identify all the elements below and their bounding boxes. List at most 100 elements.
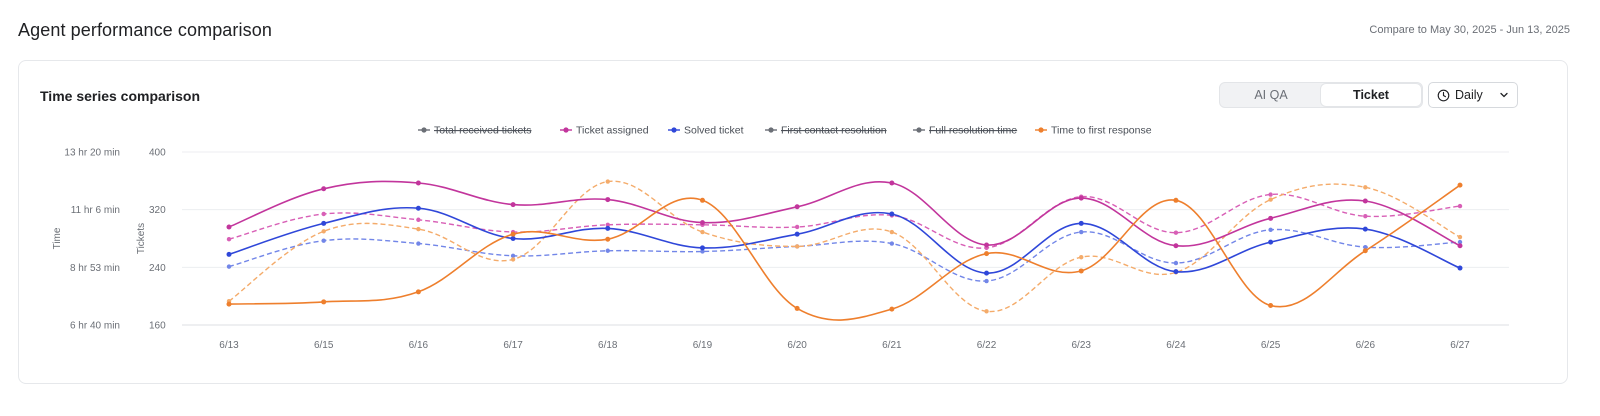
solved-ticket-point xyxy=(321,220,327,226)
time-to-first-response-line xyxy=(228,184,1461,321)
y-tick-label-right: 320 xyxy=(149,205,166,216)
time-to-first-response-point xyxy=(321,299,327,305)
x-tick-label: 6/15 xyxy=(314,340,334,351)
time-to-first-response-point xyxy=(1457,182,1463,188)
comparison-comparison-point xyxy=(321,211,326,217)
tab-ai-qa[interactable]: AI QA xyxy=(1254,88,1288,102)
x-tick-label: 6/23 xyxy=(1071,340,1091,351)
x-tick-label: 6/22 xyxy=(977,340,997,351)
view-toggle: AI QA Ticket xyxy=(1219,82,1423,108)
ticket-assigned-line xyxy=(228,180,1461,247)
solved-ticket-point xyxy=(794,231,800,237)
x-tick-label: 6/21 xyxy=(882,340,902,351)
x-tick-label: 6/16 xyxy=(409,340,429,351)
comparison-comparison-point xyxy=(605,179,610,184)
chevron-down-icon xyxy=(1500,92,1508,98)
comparison-comparison-point xyxy=(416,241,421,246)
x-tick-label: 6/20 xyxy=(787,340,807,351)
x-tick-label: 6/13 xyxy=(219,340,239,351)
comparison-comparison-point xyxy=(889,241,895,246)
ticket-assigned-point xyxy=(1362,198,1368,204)
solved-ticket-point xyxy=(1457,265,1463,271)
solved-ticket-point xyxy=(1173,269,1179,275)
y-tick-label-left: 6 hr 40 min xyxy=(70,321,120,332)
x-tick-label: 6/18 xyxy=(598,340,618,351)
comparison-comparison-point xyxy=(1268,227,1273,233)
solved-ticket-line xyxy=(228,206,1461,274)
comparison-comparison-point xyxy=(1268,192,1273,197)
ticket-assigned-point xyxy=(226,224,232,230)
comparison-comparison-point xyxy=(605,222,610,228)
comparison-comparison-point xyxy=(321,229,326,234)
comparison-comparison-point xyxy=(321,238,326,243)
ticket-assigned-point xyxy=(1457,243,1463,249)
legend-swatch-dot xyxy=(916,127,922,133)
y-tick-label-right: 240 xyxy=(149,263,166,274)
legend-item: Ticket assigned xyxy=(576,125,649,137)
legend-item: Time to first response xyxy=(1051,125,1152,137)
comparison-comparison-line xyxy=(228,193,1461,249)
clock-icon xyxy=(1437,89,1450,101)
comparison-comparison-point xyxy=(1363,213,1368,219)
ticket-assigned-point xyxy=(510,202,516,208)
comparison-comparison-point xyxy=(510,253,516,258)
ticket-assigned-point xyxy=(1078,195,1084,201)
x-tick-label: 6/26 xyxy=(1356,340,1376,351)
y-tick-label-right: 160 xyxy=(149,321,166,332)
solved-ticket-point xyxy=(699,245,705,251)
comparison-comparison-point xyxy=(1079,229,1084,235)
ticket-assigned-point xyxy=(889,180,895,186)
comparison-comparison-point xyxy=(1457,203,1463,209)
line-chart: 160 6 hr 40 min 240 8 hr 53 min 320 11 hr 6 m… xyxy=(52,125,1509,351)
ticket-assigned-point xyxy=(415,180,421,186)
comparison-comparison-point xyxy=(510,257,516,262)
comparison-comparison-point xyxy=(1173,230,1179,235)
time-to-first-response-point xyxy=(984,251,990,257)
comparison-comparison-point xyxy=(700,249,705,254)
page-title: Agent performance comparison xyxy=(18,20,272,40)
comparison-comparison-point xyxy=(1079,255,1084,260)
comparison-comparison-point xyxy=(1268,197,1273,202)
comparison-comparison-point xyxy=(889,229,895,235)
time-to-first-response-point xyxy=(1362,248,1368,254)
comparison-comparison-point xyxy=(984,278,989,284)
ticket-assigned-point xyxy=(1173,243,1179,249)
ticket-assigned-point xyxy=(1268,215,1274,221)
time-to-first-response-point xyxy=(510,231,516,237)
compare-date-range: Compare to May 30, 2025 - Jun 13, 2025 xyxy=(1369,24,1570,36)
comparison-comparison-point xyxy=(1457,239,1463,245)
time-to-first-response-point xyxy=(1078,268,1084,274)
legend-swatch-dot xyxy=(671,127,677,133)
ticket-assigned-point xyxy=(699,220,705,226)
legend-item: First contact resolution xyxy=(781,125,887,137)
solved-ticket-point xyxy=(984,270,990,276)
x-tick-label: 6/17 xyxy=(503,340,523,351)
comparison-comparison-point xyxy=(605,248,610,253)
comparison-comparison-point xyxy=(416,226,421,232)
time-to-first-response-point xyxy=(889,306,895,312)
solved-ticket-point xyxy=(1268,239,1274,245)
period-select[interactable]: Daily xyxy=(1428,82,1518,108)
x-tick-label: 6/25 xyxy=(1261,340,1281,351)
ticket-assigned-point xyxy=(605,197,611,203)
time-to-first-response-point xyxy=(1173,197,1179,203)
solved-ticket-point xyxy=(415,205,421,211)
x-tick-label: 6/24 xyxy=(1166,340,1186,351)
y-tick-label-right: 400 xyxy=(149,148,166,159)
comparison-comparison-point xyxy=(416,217,421,222)
time-series-card: Time series comparison AI QA Ticket Dail… xyxy=(18,60,1568,384)
time-to-first-response-point xyxy=(699,197,705,203)
comparison-comparison-point xyxy=(1363,244,1368,250)
comparison-comparison-point xyxy=(226,237,232,242)
card-title: Time series comparison xyxy=(40,88,201,104)
solved-ticket-point xyxy=(1362,226,1368,232)
solved-ticket-point xyxy=(226,251,232,257)
solved-ticket-point xyxy=(889,211,895,217)
tab-ticket[interactable]: Ticket xyxy=(1321,84,1421,106)
comparison-comparison-point xyxy=(794,244,800,249)
legend-swatch-dot xyxy=(1038,127,1044,133)
comparison-comparison-point xyxy=(1457,234,1463,240)
comparison-comparison-point xyxy=(700,229,705,235)
comparison-comparison-point xyxy=(1173,260,1179,266)
y-axis-title-right: Tickets xyxy=(136,223,147,254)
